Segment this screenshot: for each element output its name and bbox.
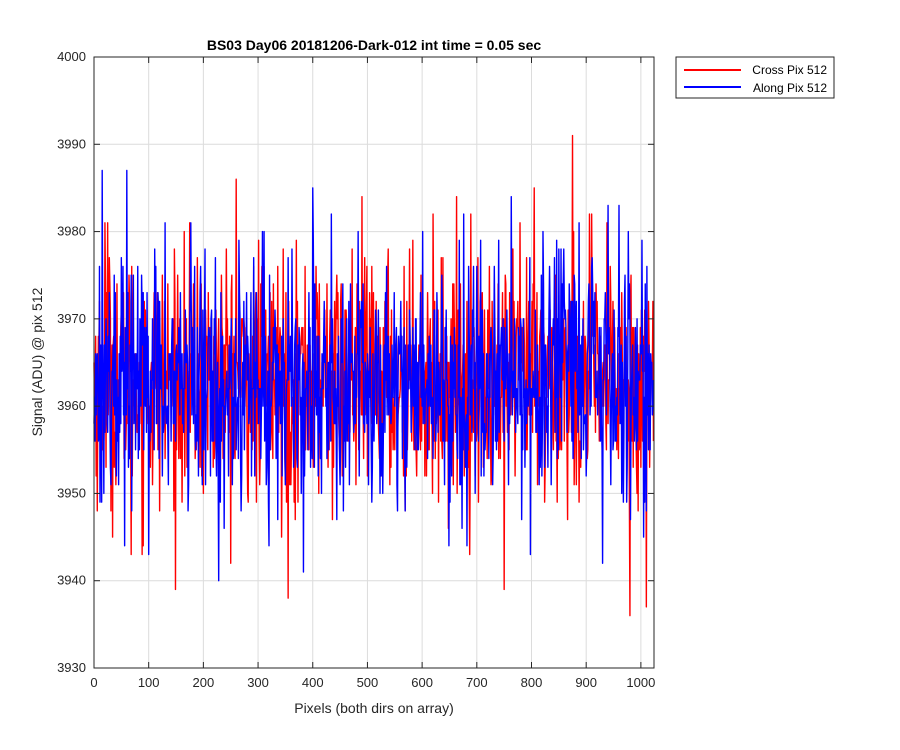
x-tick-label: 900 [575,675,597,690]
series-layer [93,134,655,617]
plot-frame [93,56,655,669]
y-tick-label: 3980 [57,224,86,239]
x-tick-label: 1000 [626,675,655,690]
x-tick-label: 600 [411,675,433,690]
chart-title: BS03 Day06 20181206-Dark-012 int time = … [207,37,541,53]
y-tick-label: 3970 [57,311,86,326]
x-tick-label: 500 [357,675,379,690]
y-tick-label: 3990 [57,136,86,151]
legend-box [675,56,835,99]
legend-label-cross: Cross Pix 512 [752,63,827,77]
x-tick-label: 100 [138,675,160,690]
axis-ticks: 0 100 200 300 400 500 600 700 800 900 1000 3930 3940… [57,49,655,690]
legend-label-along: Along Pix 512 [753,81,827,95]
x-tick-label: 200 [193,675,215,690]
x-tick-label: 400 [302,675,324,690]
y-tick-label: 3930 [57,660,86,675]
x-tick-label: 0 [90,675,97,690]
y-tick-label: 3940 [57,573,86,588]
legend: Cross Pix 512 Along Pix 512 [675,56,835,99]
x-tick-label: 300 [247,675,269,690]
x-tick-label: 800 [521,675,543,690]
x-tick-label: 700 [466,675,488,690]
x-axis-label: Pixels (both dirs on array) [294,700,454,716]
y-axis-label: Signal (ADU) @ pix 512 [29,287,45,436]
series-line-along-pix [93,169,655,582]
y-tick-label: 4000 [57,49,86,64]
y-tick-label: 3960 [57,398,86,413]
y-tick-label: 3950 [57,485,86,500]
